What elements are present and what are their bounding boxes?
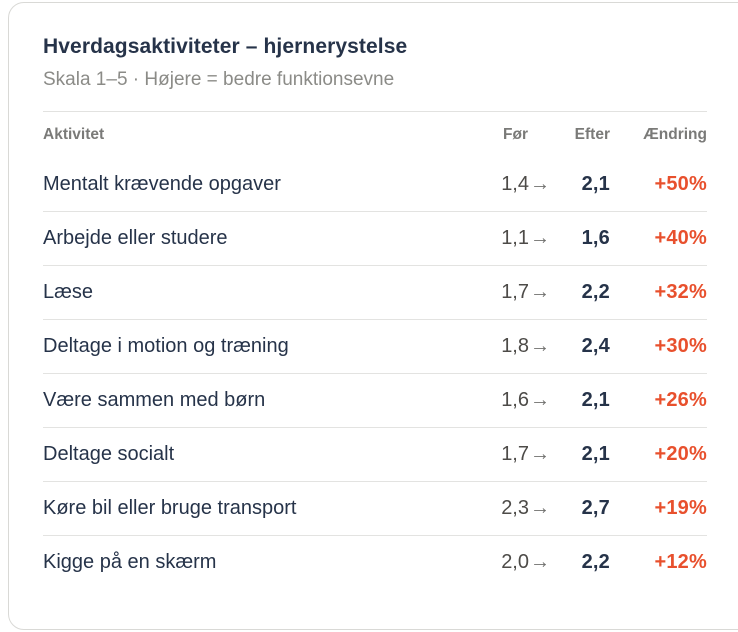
before-value: 1,6→ bbox=[458, 389, 550, 412]
table-header-row: Aktivitet Før Efter Ændring bbox=[43, 112, 707, 158]
table-row: Arbejde eller studere 1,1→ 1,6 +40% bbox=[43, 211, 707, 265]
after-value: 2,1 bbox=[581, 173, 610, 195]
before-number: 1,7 bbox=[501, 443, 529, 465]
table-row: Deltage socialt 1,7→ 2,1 +20% bbox=[43, 427, 707, 481]
change-badge: +32% bbox=[654, 281, 707, 303]
table-row: Køre bil eller bruge transport 2,3→ 2,7 … bbox=[43, 481, 707, 535]
table-row: Læse 1,7→ 2,2 +32% bbox=[43, 265, 707, 319]
column-header-before: Før bbox=[503, 126, 528, 143]
change-badge: +20% bbox=[654, 443, 707, 465]
after-value: 2,2 bbox=[581, 281, 610, 303]
arrow-right-icon: → bbox=[530, 173, 550, 195]
after-value: 2,4 bbox=[581, 335, 610, 357]
before-value: 1,7→ bbox=[458, 443, 550, 466]
arrow-right-icon: → bbox=[530, 335, 550, 357]
activity-label: Læse bbox=[43, 281, 94, 303]
activity-label: Mentalt krævende opgaver bbox=[43, 173, 281, 195]
before-value: 1,8→ bbox=[458, 335, 550, 358]
activity-label: Køre bil eller bruge transport bbox=[43, 497, 297, 519]
before-value: 1,4→ bbox=[458, 173, 550, 196]
change-badge: +40% bbox=[654, 227, 707, 249]
after-value: 2,7 bbox=[581, 497, 610, 519]
change-badge: +26% bbox=[654, 389, 707, 411]
activity-label: Deltage socialt bbox=[43, 443, 175, 465]
before-number: 1,8 bbox=[501, 335, 529, 357]
before-value: 1,1→ bbox=[458, 227, 550, 250]
arrow-right-icon: → bbox=[530, 551, 550, 573]
change-badge: +19% bbox=[654, 497, 707, 519]
before-value: 2,3→ bbox=[458, 497, 550, 520]
card-title: Hverdagsaktiviteter – hjernerystelse bbox=[43, 35, 408, 58]
after-value: 2,1 bbox=[581, 389, 610, 411]
arrow-right-icon: → bbox=[530, 497, 550, 519]
after-value: 2,2 bbox=[581, 551, 610, 573]
card-subtitle: Skala 1–5 · Højere = bedre funktionsevne bbox=[43, 69, 395, 90]
after-value: 2,1 bbox=[581, 443, 610, 465]
arrow-right-icon: → bbox=[530, 443, 550, 465]
before-number: 2,3 bbox=[501, 497, 529, 519]
before-number: 1,6 bbox=[501, 389, 529, 411]
activity-label: Kigge på en skærm bbox=[43, 551, 217, 573]
activity-label: Deltage i motion og træning bbox=[43, 335, 289, 357]
table-row: Deltage i motion og træning 1,8→ 2,4 +30… bbox=[43, 319, 707, 373]
before-value: 1,7→ bbox=[458, 281, 550, 304]
change-badge: +50% bbox=[654, 173, 707, 195]
table-row: Mentalt krævende opgaver 1,4→ 2,1 +50% bbox=[43, 158, 707, 211]
activities-card: Hverdagsaktiviteter – hjernerystelse Ska… bbox=[8, 2, 738, 630]
activity-label: Være sammen med børn bbox=[43, 389, 266, 411]
before-number: 1,4 bbox=[501, 173, 529, 195]
after-value: 1,6 bbox=[581, 227, 610, 249]
activity-label: Arbejde eller studere bbox=[43, 227, 228, 249]
column-header-activity: Aktivitet bbox=[43, 126, 105, 143]
table-body: Mentalt krævende opgaver 1,4→ 2,1 +50% A… bbox=[43, 158, 707, 589]
table-row: Kigge på en skærm 2,0→ 2,2 +12% bbox=[43, 535, 707, 589]
change-badge: +30% bbox=[654, 335, 707, 357]
arrow-right-icon: → bbox=[530, 227, 550, 249]
header-divider bbox=[43, 111, 707, 112]
before-number: 2,0 bbox=[501, 551, 529, 573]
table-row: Være sammen med børn 1,6→ 2,1 +26% bbox=[43, 373, 707, 427]
change-badge: +12% bbox=[654, 551, 707, 573]
column-header-change: Ændring bbox=[643, 126, 707, 143]
column-header-after: Efter bbox=[574, 126, 610, 143]
before-value: 2,0→ bbox=[458, 551, 550, 574]
before-number: 1,1 bbox=[501, 227, 529, 249]
arrow-right-icon: → bbox=[530, 281, 550, 303]
before-number: 1,7 bbox=[501, 281, 529, 303]
arrow-right-icon: → bbox=[530, 389, 550, 411]
